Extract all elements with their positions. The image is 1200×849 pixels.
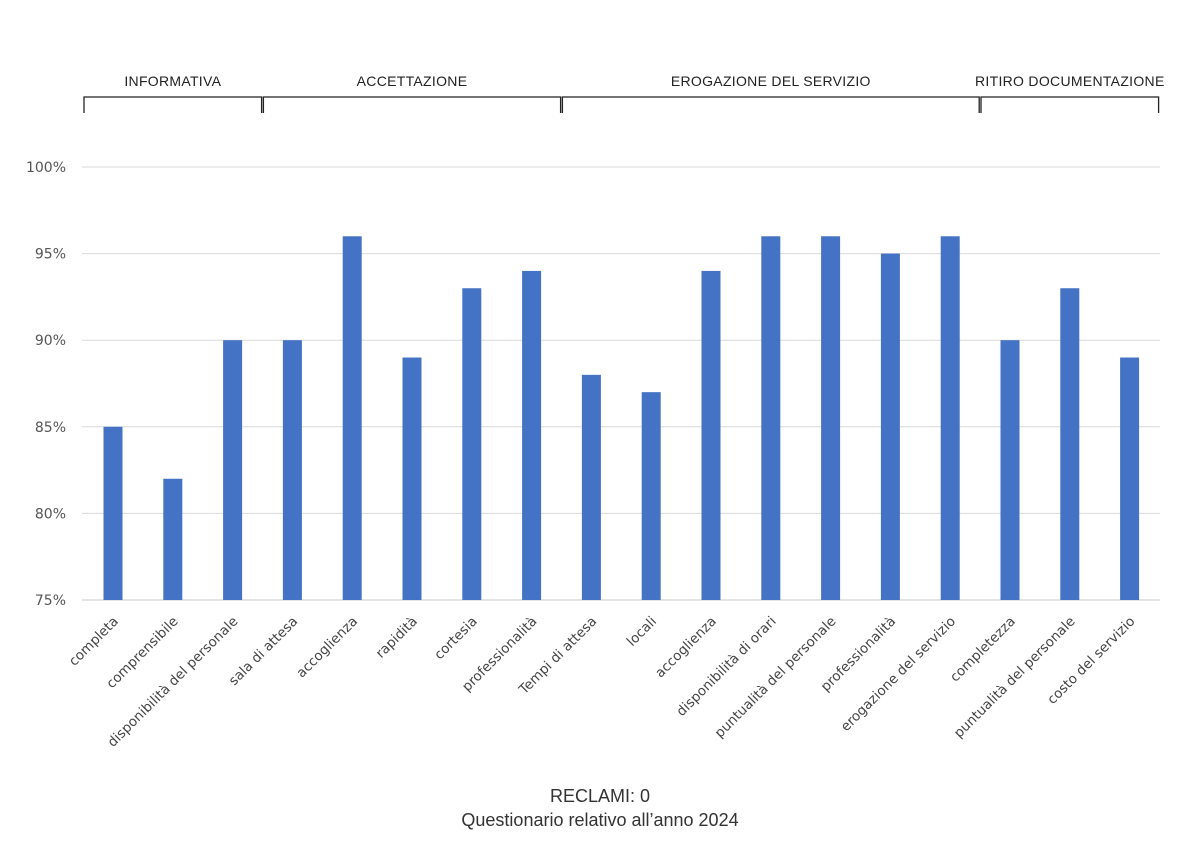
x-category-label: puntualità del personale: [712, 614, 840, 742]
y-tick-label: 85%: [35, 420, 66, 436]
bars: [103, 236, 1140, 600]
bar: [402, 357, 422, 600]
bar: [223, 340, 243, 600]
x-category-label: accoglienza: [293, 614, 361, 682]
footer-questionario: Questionario relativo all’anno 2024: [461, 810, 739, 830]
gridlines: [82, 166, 1160, 601]
footer-reclami: RECLAMI: 0: [549, 786, 651, 806]
y-axis-tick-labels: 75% 80% 85% 90% 95% 100%: [26, 160, 66, 609]
bar: [641, 392, 661, 600]
group-bracket: [83, 96, 263, 113]
y-tick-label: 100%: [26, 160, 66, 176]
group-label: ACCETTAZIONE: [357, 73, 468, 89]
bar: [522, 270, 542, 600]
y-tick-label: 90%: [35, 333, 66, 349]
bar: [761, 236, 781, 600]
x-category-label: locali: [624, 614, 660, 650]
x-category-label: disponibilità di orari: [673, 614, 779, 720]
x-category-label: completa: [66, 614, 122, 670]
x-category-label: puntualità del personale: [951, 614, 1079, 742]
bar: [1120, 357, 1140, 600]
bar: [1000, 340, 1020, 600]
bar: [462, 288, 482, 600]
group-bracket: [980, 96, 1160, 113]
bar: [103, 426, 123, 600]
bar: [701, 270, 721, 600]
category-groups: INFORMATIVA ACCETTAZIONE EROGAZIONE DEL SE…: [83, 73, 1165, 113]
bar: [342, 236, 362, 600]
bar: [821, 236, 841, 600]
bar: [1060, 288, 1080, 600]
bar: [282, 340, 302, 600]
group-label: INFORMATIVA: [124, 73, 221, 89]
x-category-label: disponibilità del personale: [104, 614, 241, 751]
group-bracket: [262, 96, 562, 113]
bar: [163, 478, 183, 600]
y-tick-label: 95%: [35, 247, 66, 263]
x-category-label: erogazione del servizio: [838, 614, 959, 735]
bar: [940, 236, 960, 600]
group-label: RITIRO DOCUMENTAZIONE: [975, 73, 1165, 89]
bar: [880, 253, 900, 600]
x-category-label: rapidità: [373, 614, 421, 662]
group-label: EROGAZIONE DEL SERVIZIO: [671, 73, 871, 89]
x-category-label: cortesia: [431, 614, 480, 663]
bar: [581, 374, 601, 600]
group-bracket: [561, 96, 980, 113]
y-tick-label: 75%: [35, 593, 66, 609]
y-tick-label: 80%: [35, 506, 66, 522]
